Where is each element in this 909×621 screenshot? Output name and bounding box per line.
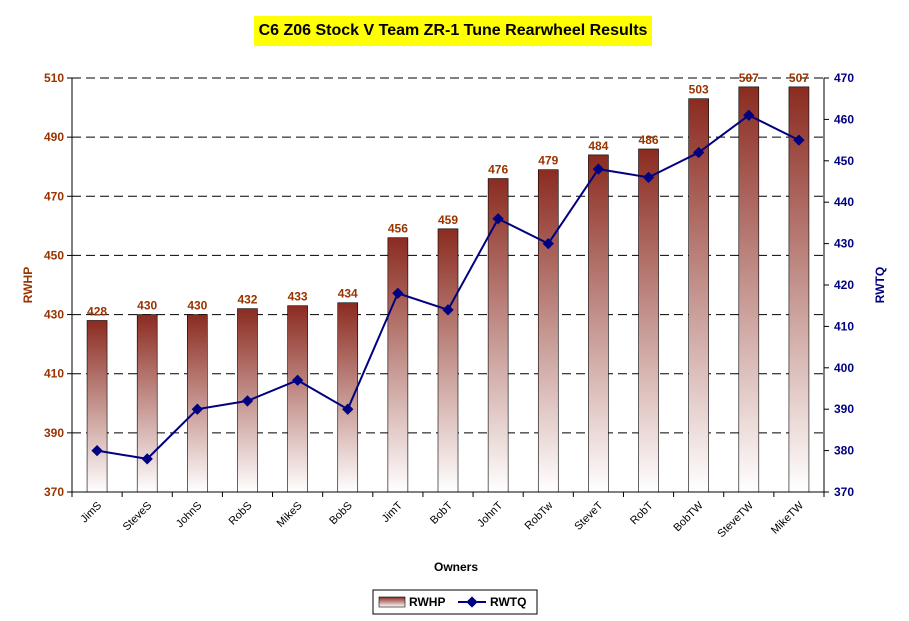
bar-data-label: 434 xyxy=(338,287,358,301)
rwtq-point xyxy=(693,146,705,159)
bar-data-label: 503 xyxy=(689,83,709,97)
rwtq-point xyxy=(392,287,404,299)
bar xyxy=(788,86,810,493)
bar-data-label: 479 xyxy=(538,154,558,168)
y-tick-label-left: 450 xyxy=(44,248,64,262)
rwtq-point xyxy=(241,395,254,407)
bar-data-label: 433 xyxy=(288,290,308,304)
x-tick-label: SteveS xyxy=(121,500,155,534)
rwtq-point xyxy=(793,134,805,146)
rwtq-point xyxy=(141,453,153,465)
y-tick-label-right: 390 xyxy=(834,402,854,416)
rwtq-point xyxy=(492,213,504,225)
bar xyxy=(337,302,359,493)
x-axis-label: Owners xyxy=(434,560,478,574)
bar-data-label: 476 xyxy=(488,163,508,177)
y-tick-label-right: 470 xyxy=(834,71,854,85)
y-tick-label-right: 370 xyxy=(834,485,854,499)
legend-box xyxy=(372,589,538,615)
y-tick-label-right: 400 xyxy=(834,361,854,375)
y-tick-label-right: 410 xyxy=(834,319,854,333)
bar-data-label: 430 xyxy=(137,299,157,313)
x-tick-label: RobTw xyxy=(523,500,556,533)
x-tick-label: BobS xyxy=(327,500,355,528)
rwtq-point xyxy=(642,171,655,184)
bar xyxy=(387,237,409,493)
bar-data-label: 456 xyxy=(388,222,408,236)
rwtq-point xyxy=(592,163,605,175)
bar-data-label: 432 xyxy=(237,293,257,307)
bar-data-label: 507 xyxy=(789,71,809,85)
rwtq-point xyxy=(442,304,454,316)
bar xyxy=(537,169,559,493)
x-tick-label: BobTW xyxy=(671,499,706,534)
y-tick-label-left: 510 xyxy=(44,71,64,85)
x-tick-label: RobS xyxy=(227,500,255,528)
legend-label-rwhp: RWHP xyxy=(409,595,445,609)
legend-swatch-rwhp xyxy=(378,596,406,608)
x-tick-label: RobT xyxy=(628,499,656,527)
bar-data-label: 430 xyxy=(187,299,207,313)
rwtq-point xyxy=(291,374,304,386)
bar-series xyxy=(86,86,810,493)
bar xyxy=(588,154,609,493)
y-tick-label-left: 410 xyxy=(44,367,64,381)
y-axis-label-left: RWHP xyxy=(21,267,35,303)
x-tick-label: SteveT xyxy=(572,499,605,532)
bar-data-label: 507 xyxy=(739,71,759,85)
x-tick-label: BobT xyxy=(428,499,455,526)
y-tick-label-left: 390 xyxy=(44,426,64,440)
x-tick-label: JohnT xyxy=(475,499,505,529)
x-tick-label: JohnS xyxy=(174,500,205,531)
line-series xyxy=(91,109,805,465)
y-axis-label-right: RWTQ xyxy=(873,267,887,303)
legend-swatch-rwtq-marker xyxy=(466,596,478,608)
y-tick-label-right: 420 xyxy=(834,278,854,292)
y-tick-label-left: 430 xyxy=(44,308,64,322)
rwtq-point xyxy=(542,237,554,250)
x-tick-label: JimS xyxy=(78,500,104,526)
x-tick-label: MikeTW xyxy=(769,499,806,536)
y-tick-label-right: 440 xyxy=(834,195,854,209)
x-tick-label: SteveTW xyxy=(715,499,756,540)
bar-data-label: 484 xyxy=(588,139,608,153)
rwtq-point xyxy=(191,403,203,415)
y-tick-label-right: 460 xyxy=(834,112,854,126)
bar xyxy=(638,148,659,493)
y-tick-label-right: 450 xyxy=(834,154,854,168)
y-tick-label-left: 370 xyxy=(44,485,64,499)
y-tick-label-left: 490 xyxy=(44,130,64,144)
data-labels: 428 430 430 432 433 434 456 459 476 479 484 486 503 5… xyxy=(87,71,809,319)
rwtq-point xyxy=(342,403,354,415)
bar xyxy=(136,314,158,493)
bar xyxy=(487,178,509,493)
axes xyxy=(67,77,829,497)
chart-title-text: C6 Z06 Stock V Team ZR-1 Tune Rearwheel … xyxy=(258,22,648,39)
legend-label-rwtq: RWTQ xyxy=(490,595,526,609)
bar xyxy=(437,228,459,493)
bar xyxy=(738,86,760,493)
bar xyxy=(287,305,308,493)
bar xyxy=(86,320,108,493)
y-tick-label-right: 380 xyxy=(834,444,854,458)
bar-data-label: 486 xyxy=(639,133,659,147)
x-tick-label: JimT xyxy=(380,499,406,525)
y-tick-label-left: 470 xyxy=(44,189,64,203)
legend: RWHP RWTQ xyxy=(372,589,538,615)
bar-data-label: 459 xyxy=(438,213,458,227)
bar xyxy=(187,314,208,493)
y-tick-label-right: 430 xyxy=(834,237,854,251)
chart-title: C6 Z06 Stock V Team ZR-1 Tune Rearwheel … xyxy=(254,16,652,46)
x-tick-label: MikeS xyxy=(275,500,305,530)
bar-data-label: 428 xyxy=(87,304,107,318)
